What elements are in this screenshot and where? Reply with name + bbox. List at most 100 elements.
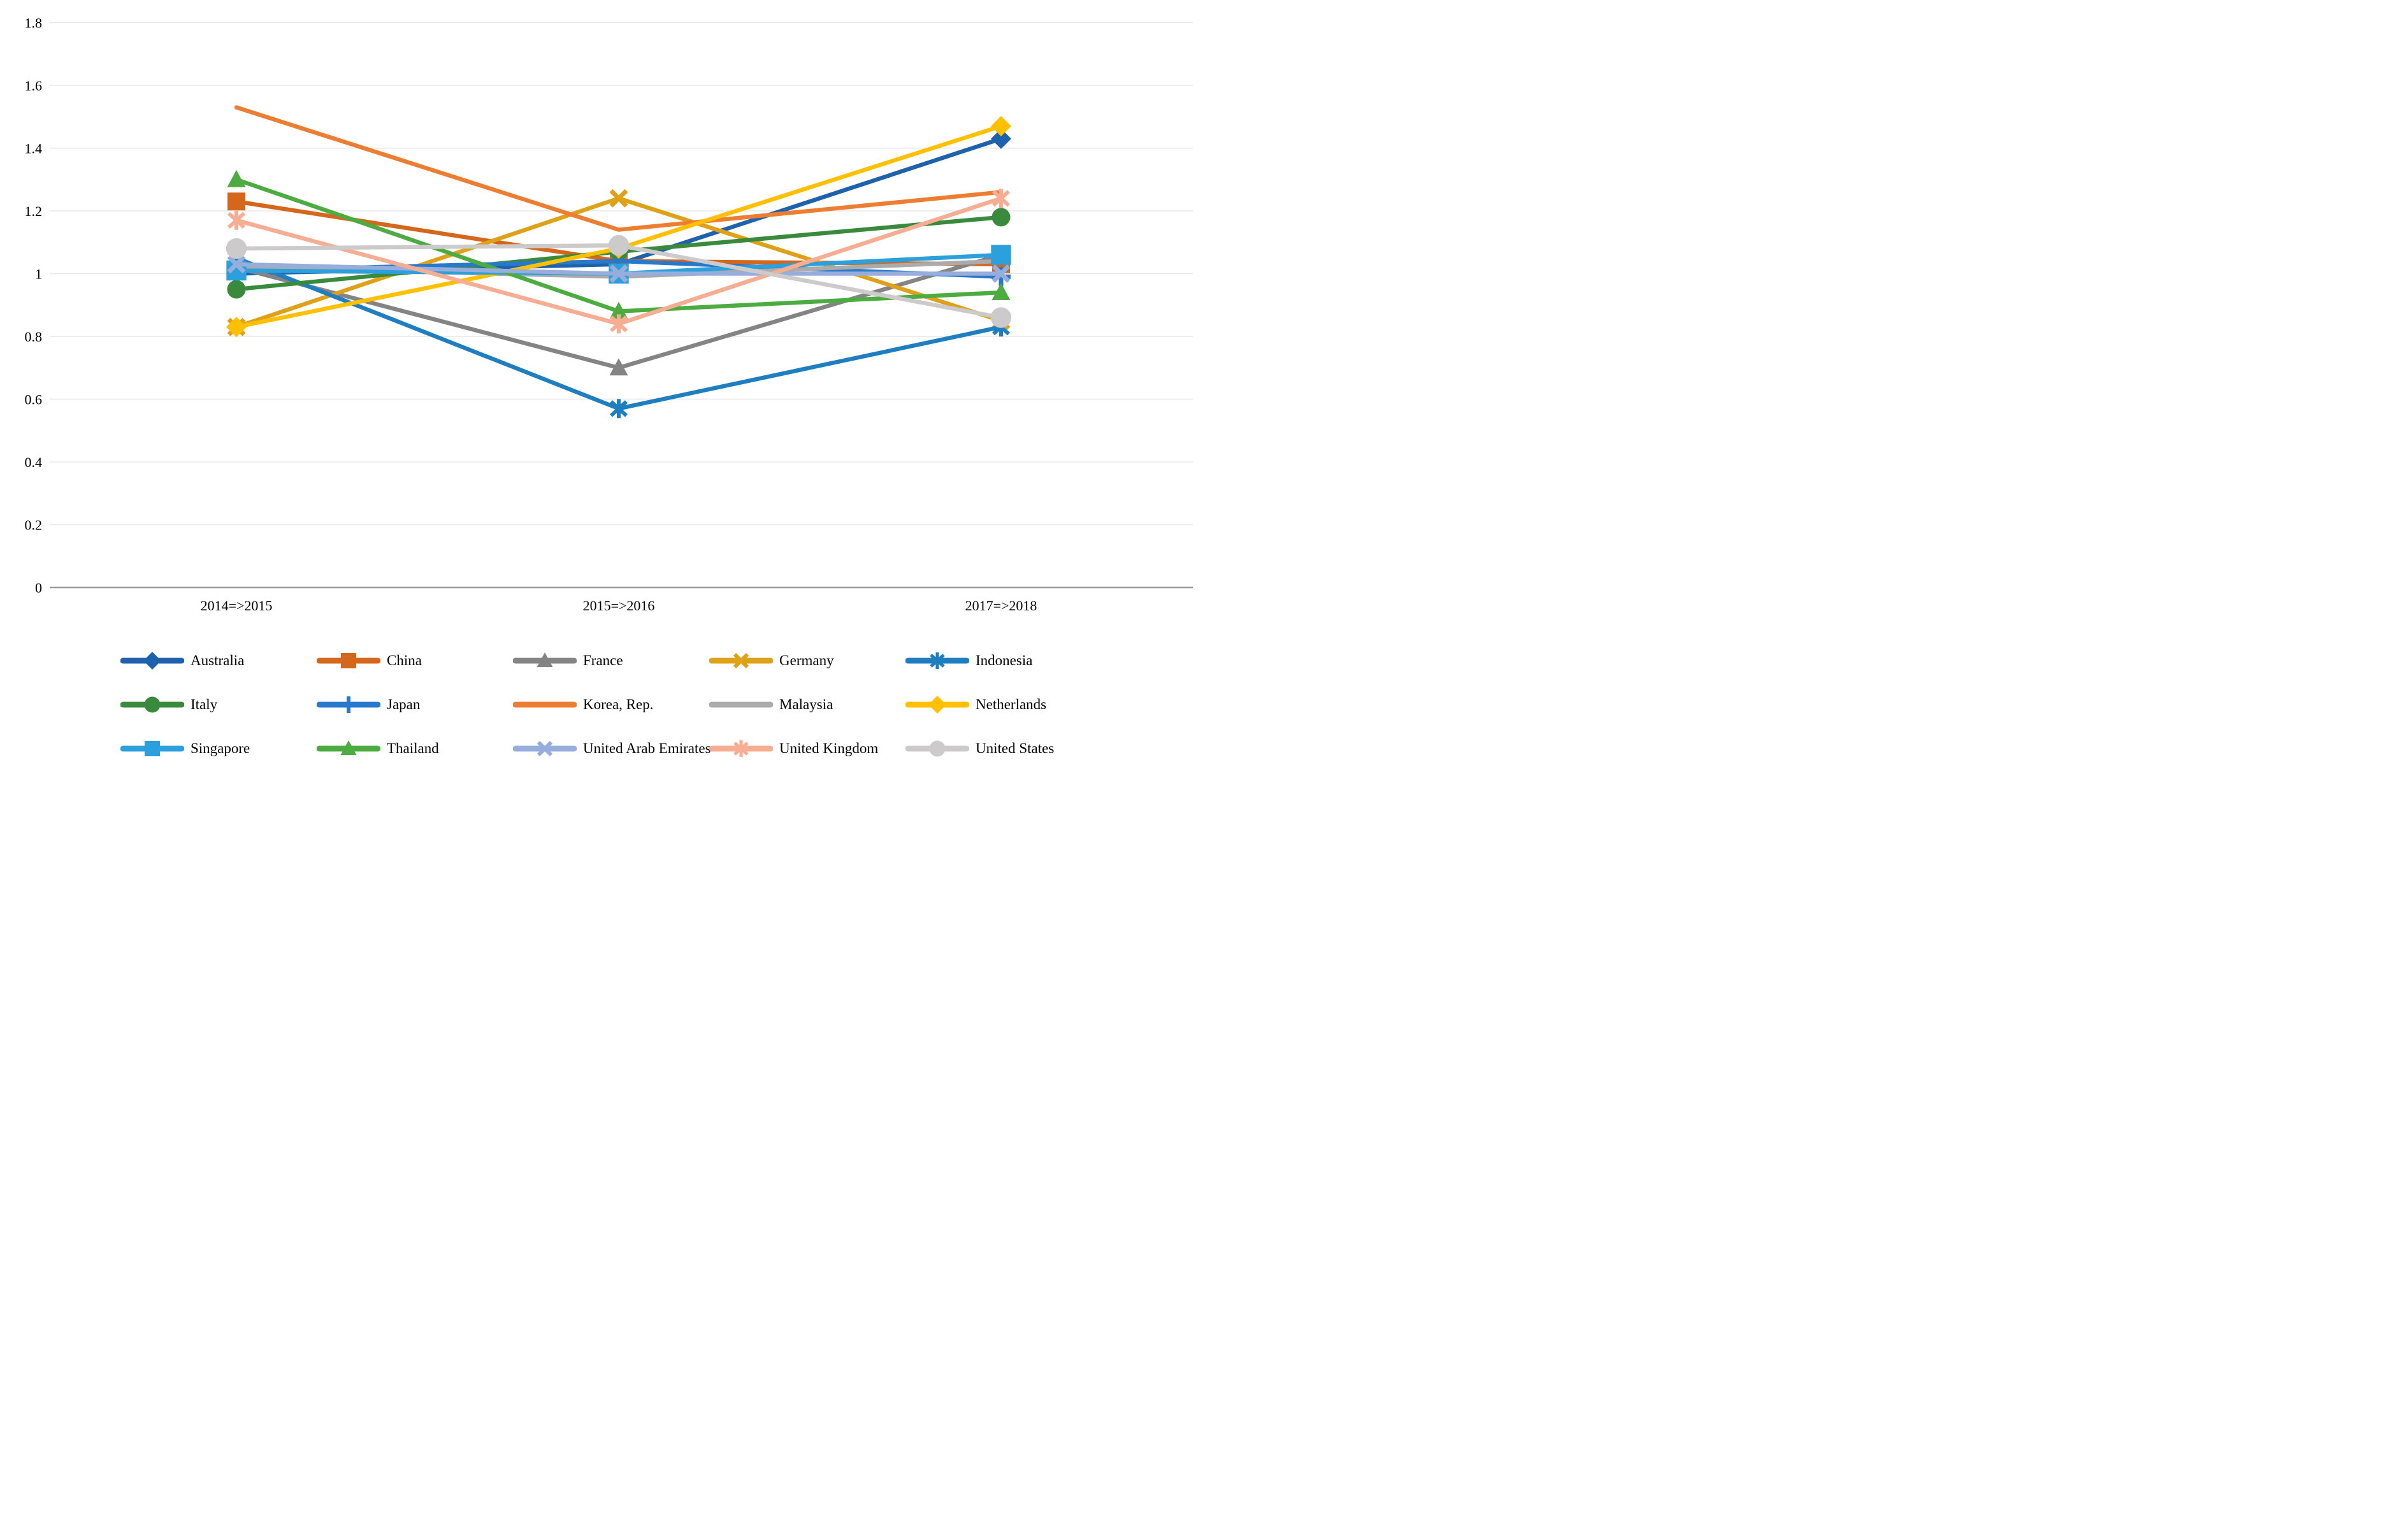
x-axis-tick-labels: 2014=>2015 2015=>2016 2017=>2018: [201, 598, 1037, 614]
y-tick-label: 0.4: [25, 454, 43, 470]
legend-swatch-malaysia: [709, 701, 773, 707]
square-marker-icon: [227, 192, 245, 211]
legend-item-italy: Italy: [120, 688, 317, 721]
series-united-kingdom: [227, 189, 1011, 334]
circle-marker-icon: [608, 234, 630, 256]
y-tick-label: 1.6: [25, 78, 43, 94]
legend-swatch-thailand: [317, 740, 380, 755]
circle-marker-icon: [990, 307, 1012, 328]
legend-label-united-arab-emirates: United Arab Emirates: [583, 740, 711, 756]
legend-label-malaysia: Malaysia: [779, 696, 833, 712]
legend-label-netherlands: Netherlands: [976, 696, 1047, 712]
square-marker-icon: [991, 245, 1011, 265]
legend-marker: [930, 652, 945, 669]
y-tick-label: 0.2: [25, 517, 43, 533]
legend-swatch-china: [317, 652, 380, 668]
legend-swatch-singapore: [120, 740, 184, 756]
legend-item-australia: Australia: [120, 644, 317, 677]
legend-item-united-states: United States: [905, 732, 1102, 763]
chart-root: 1.8 1.6 1.4 1.2 1 0.8 0.6 0.4 0.2 0 2014=>2015 2015…: [0, 0, 1204, 762]
triangle-marker-icon: [609, 358, 628, 376]
legend-swatch-united-arab-emirates: [513, 740, 577, 756]
triangle-marker-icon: [609, 301, 628, 319]
diamond-marker-icon: [991, 116, 1011, 137]
legend-label-china: China: [387, 652, 422, 668]
legend-marker: [143, 651, 161, 670]
triangle-marker-icon: [991, 283, 1011, 301]
asterisk-marker-icon: [991, 189, 1011, 208]
legend-marker: [340, 696, 357, 713]
x-marker-icon: [991, 264, 1011, 283]
y-tick-label: 1.4: [25, 141, 43, 157]
legend-swatch-united-kingdom: [709, 740, 773, 757]
legend-label-korea-rep: Korea, Rep.: [583, 696, 654, 712]
circle-marker-icon: [991, 208, 1011, 227]
legend-swatch-france: [513, 652, 577, 667]
legend-marker: [733, 740, 749, 757]
legend-item-thailand: Thailand: [317, 732, 513, 763]
diamond-marker-icon: [226, 317, 247, 338]
triangle-marker-icon: [227, 169, 246, 187]
legend-item-malaysia: Malaysia: [709, 688, 905, 721]
legend-item-netherlands: Netherlands: [905, 688, 1102, 721]
x-tick-label: 2014=>2015: [201, 598, 273, 614]
legend-item-united-kingdom: United Kingdom: [709, 732, 905, 763]
legend-marker: [537, 652, 553, 667]
legend-item-singapore: Singapore: [120, 732, 317, 763]
y-axis-tick-labels: 1.8 1.6 1.4 1.2 1 0.8 0.6 0.4 0.2 0: [25, 15, 43, 596]
legend-marker: [733, 652, 749, 668]
legend-item-france: France: [513, 644, 709, 677]
legend-label-singapore: Singapore: [191, 740, 250, 756]
legend-swatch-korea-rep: [513, 701, 577, 707]
y-tick-label: 1: [35, 266, 42, 282]
legend-marker: [537, 740, 553, 756]
legend-marker: [929, 740, 946, 756]
chart-legend: Australia China France Germany Indonesia Ital…: [0, 638, 1204, 762]
series-korea-rep: [234, 105, 1004, 232]
series-united-arab-emirates: [227, 255, 1011, 283]
x-marker-icon: [609, 264, 628, 283]
circle-marker-icon: [227, 280, 246, 299]
series-united-states: [226, 234, 1012, 328]
legend-label-indonesia: Indonesia: [976, 652, 1033, 668]
legend-swatch-australia: [120, 651, 184, 670]
legend-item-japan: Japan: [317, 688, 513, 721]
legend-label-australia: Australia: [191, 652, 245, 668]
asterisk-marker-icon: [227, 210, 246, 230]
y-tick-label: 1.8: [25, 15, 43, 31]
gridlines: [50, 22, 1193, 589]
x-marker-icon: [609, 189, 628, 208]
legend-label-united-kingdom: United Kingdom: [779, 740, 879, 756]
y-tick-label: 1.2: [25, 203, 43, 219]
legend-row-1: Australia China France Germany Indonesia: [0, 638, 1204, 682]
legend-item-united-arab-emirates: United Arab Emirates: [513, 732, 711, 763]
y-tick-label: 0.8: [25, 329, 43, 345]
legend-marker: [341, 652, 356, 668]
x-tick-label: 2017=>2018: [965, 598, 1037, 614]
legend-item-germany: Germany: [709, 644, 905, 677]
legend-item-china: China: [317, 644, 513, 677]
asterisk-marker-icon: [609, 314, 628, 334]
legend-swatch-indonesia: [905, 652, 969, 669]
legend-item-indonesia: Indonesia: [905, 644, 1102, 677]
legend-row-3: Singapore Thailand United Arab Emirates Uni…: [0, 726, 1204, 762]
y-tick-label: 0.6: [25, 392, 43, 408]
series-lines: [226, 105, 1012, 419]
legend-marker: [340, 740, 357, 755]
circle-marker-icon: [226, 238, 247, 259]
legend-swatch-united-states: [905, 740, 969, 756]
diamond-marker-icon: [991, 128, 1011, 149]
legend-marker: [928, 695, 946, 714]
legend-label-united-states: United States: [976, 740, 1055, 756]
series-thailand: [227, 169, 1011, 319]
legend-label-germany: Germany: [779, 652, 834, 668]
legend-row-2: Italy Japan Korea, Rep. Malaysia Netherlands: [0, 682, 1204, 726]
asterisk-marker-icon: [609, 399, 628, 419]
series-line-korea-rep: [234, 105, 1004, 232]
legend-swatch-italy: [120, 696, 184, 712]
x-tick-label: 2015=>2016: [583, 598, 655, 614]
legend-swatch-netherlands: [905, 695, 969, 714]
legend-swatch-japan: [317, 696, 380, 713]
legend-marker: [144, 696, 161, 712]
legend-label-thailand: Thailand: [387, 740, 439, 756]
